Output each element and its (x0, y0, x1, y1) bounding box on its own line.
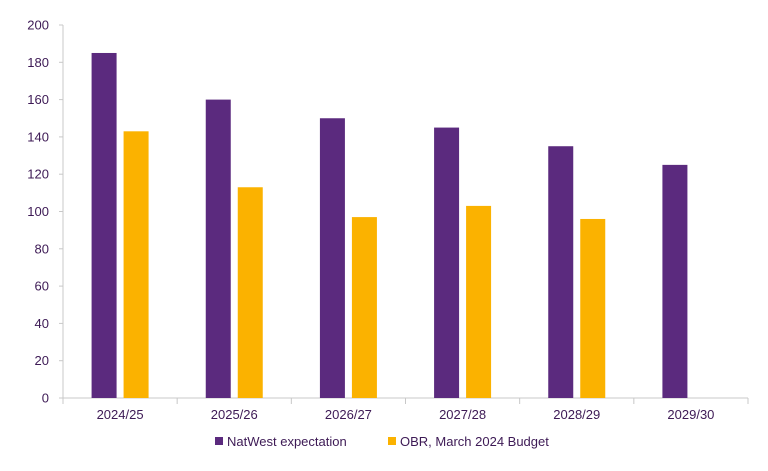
y-tick-label: 120 (27, 167, 49, 182)
y-tick-label: 20 (35, 353, 49, 368)
x-tick-label: 2024/25 (97, 407, 144, 422)
x-tick-label: 2027/28 (439, 407, 486, 422)
x-tick-label: 2028/29 (553, 407, 600, 422)
bar-obr-2026-27 (351, 217, 377, 398)
y-tick-label: 100 (27, 204, 49, 219)
legend-swatch (388, 437, 396, 445)
bar-obr-2025-26 (237, 187, 263, 398)
bars (91, 52, 688, 398)
bar-natwest-2029-30 (662, 164, 688, 398)
y-tick-label: 140 (27, 129, 49, 144)
bar-natwest-2026-27 (319, 118, 345, 398)
legend-label: NatWest expectation (227, 434, 347, 449)
legend: NatWest expectation OBR, March 2024 Budge… (215, 434, 549, 449)
x-tick-label: 2025/26 (211, 407, 258, 422)
y-tick-label: 0 (42, 391, 49, 406)
bar-natwest-2027-28 (434, 127, 460, 398)
y-tick-label: 40 (35, 316, 49, 331)
y-tick-label: 200 (27, 18, 49, 33)
y-axis: 0 20 40 60 80 100 120 140 160 180 200 (27, 18, 64, 406)
legend-label: OBR, March 2024 Budget (400, 434, 549, 449)
y-tick-label: 180 (27, 55, 49, 70)
bar-natwest-2028-29 (548, 146, 574, 398)
x-axis: 2024/25 2025/26 2026/27 2027/28 2028/29 2029/… (62, 397, 749, 422)
bar-natwest-2025-26 (205, 99, 231, 398)
y-tick-label: 160 (27, 92, 49, 107)
bar-obr-2027-28 (466, 205, 492, 398)
bar-natwest-2024-25 (91, 52, 117, 398)
y-tick-label: 80 (35, 241, 49, 256)
bar-obr-2024-25 (123, 131, 149, 398)
bar-obr-2028-29 (580, 218, 606, 398)
y-tick-label: 60 (35, 279, 49, 294)
x-tick-label: 2026/27 (325, 407, 372, 422)
x-tick-label: 2029/30 (667, 407, 714, 422)
legend-swatch (215, 437, 223, 445)
